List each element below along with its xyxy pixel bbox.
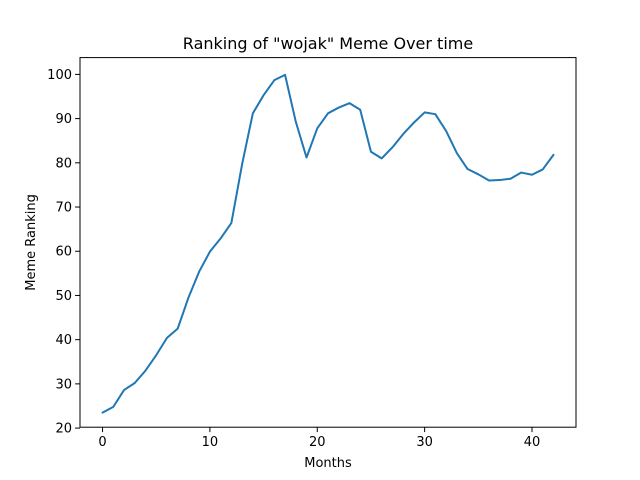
x-tick-label: 10: [202, 435, 219, 450]
x-tick-label: 30: [416, 435, 433, 450]
y-tick-label: 100: [47, 68, 72, 83]
x-tick-label: 0: [98, 435, 106, 450]
data-points: [102, 74, 554, 413]
y-axis: 20 30 40 50 60 70 80 90 100: [47, 68, 80, 437]
x-axis: 0 10 20 30 40: [98, 427, 540, 450]
y-tick-label: 30: [55, 377, 72, 392]
y-tick-label: 60: [55, 245, 72, 260]
y-tick-label: 70: [55, 201, 72, 216]
y-tick-label: 40: [55, 333, 72, 348]
x-tick-label: 40: [524, 435, 541, 450]
x-axis-label: Months: [304, 456, 352, 471]
x-tick-label: 20: [309, 435, 326, 450]
chart-title: Ranking of "wojak" Meme Over time: [183, 34, 473, 53]
y-tick-label: 80: [55, 156, 72, 171]
y-axis-label: Meme Ranking: [24, 194, 39, 291]
series-line-wojak-ranking: [101, 73, 555, 414]
plot-area-frame: [79, 57, 577, 428]
y-tick-label: 20: [55, 422, 72, 437]
y-tick-label: 50: [55, 289, 72, 304]
y-tick-label: 90: [55, 112, 72, 127]
